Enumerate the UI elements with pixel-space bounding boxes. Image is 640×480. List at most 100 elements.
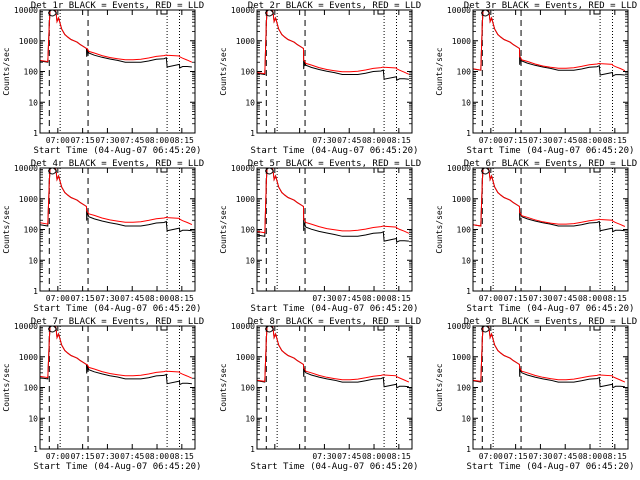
x-tick-label: 07:45: [120, 294, 144, 303]
chart-title: Det_8r BLACK = Events, RED = LLD: [248, 317, 421, 327]
y-tick-label: 10000: [231, 164, 255, 173]
x-tick-label: 07:45: [553, 294, 577, 303]
x-tick-label: 07:00: [46, 294, 70, 303]
x-axis-label: Start Time (04-Aug-07 06:45:20): [251, 462, 419, 472]
y-tick-label: 1: [250, 445, 255, 454]
x-tick-label: 07:00: [46, 136, 70, 145]
y-tick-label: 100: [241, 226, 256, 235]
x-tick-label: 08:00: [578, 452, 602, 461]
y-tick-label: 100: [24, 384, 39, 393]
y-tick-label: 10000: [14, 322, 38, 331]
x-tick-label: 08:15: [170, 452, 194, 461]
y-axis-label: Counts/sec: [219, 47, 228, 95]
plot-frame: [39, 9, 196, 134]
bracket-mark: [593, 168, 601, 173]
y-tick-label: 100: [24, 226, 39, 235]
x-tick-label: 07:15: [504, 136, 528, 145]
y-tick-label: 10000: [14, 164, 38, 173]
bracket-mark: [377, 326, 385, 331]
chart-title: Det_9r BLACK = Events, RED = LLD: [464, 317, 637, 327]
y-tick-label: 1000: [19, 195, 38, 204]
x-tick-label: 07:15: [71, 136, 95, 145]
x-axis-label: Start Time (04-Aug-07 06:45:20): [34, 146, 202, 156]
x-tick-label: 08:00: [145, 136, 169, 145]
chart-panel: Det_3r BLACK = Events, RED = LLD Counts/s…: [435, 1, 637, 156]
chart-panel: Det_5r BLACK = Events, RED = LLD Counts/s…: [219, 159, 421, 314]
plot-frame: [256, 325, 413, 450]
chart-title: Det_3r BLACK = Events, RED = LLD: [464, 1, 637, 11]
x-tick-label: 07:00: [479, 136, 503, 145]
saturation-mark: [264, 167, 275, 175]
x-tick-label: 07:00: [479, 452, 503, 461]
y-tick-label: 1: [466, 287, 471, 296]
x-tick-label: 08:15: [387, 452, 411, 461]
y-tick-label: 10: [461, 256, 471, 265]
x-tick-label: 08:15: [387, 136, 411, 145]
x-tick-label: 07:30: [528, 136, 552, 145]
saturation-mark: [480, 167, 491, 175]
bracket-mark: [160, 10, 168, 15]
lld-line: [257, 168, 410, 234]
bracket-mark: [160, 168, 168, 173]
y-tick-label: 1000: [19, 353, 38, 362]
y-axis-label: Counts/sec: [219, 363, 228, 411]
x-tick-label: 07:30: [95, 294, 119, 303]
x-tick-label: 07:30: [95, 136, 119, 145]
lld-line: [473, 10, 626, 72]
y-axis-label: Counts/sec: [435, 205, 444, 253]
y-tick-label: 1: [466, 129, 471, 138]
y-tick-label: 10: [245, 98, 255, 107]
y-tick-label: 10000: [447, 164, 471, 173]
x-tick-label: 07:45: [553, 452, 577, 461]
y-tick-label: 1: [33, 287, 38, 296]
x-tick-label: 07:00: [46, 452, 70, 461]
events-line: [40, 168, 192, 233]
plot-frame: [39, 325, 196, 450]
events-line: [473, 326, 625, 389]
x-tick-label: 07:45: [120, 136, 144, 145]
x-tick-label: 07:30: [95, 452, 119, 461]
chart-panel: Det_4r BLACK = Events, RED = LLD Counts/s…: [2, 159, 204, 314]
lld-line: [40, 10, 193, 63]
x-tick-label: 08:00: [145, 294, 169, 303]
x-tick-label: 08:15: [170, 294, 194, 303]
bracket-mark: [593, 10, 601, 15]
plot-frame: [472, 9, 629, 134]
x-tick-label: 07:15: [504, 452, 528, 461]
chart-panel: Det_7r BLACK = Events, RED = LLD Counts/s…: [2, 317, 204, 472]
y-tick-label: 1: [33, 445, 38, 454]
x-tick-label: 08:15: [387, 294, 411, 303]
x-tick-label: 08:00: [145, 452, 169, 461]
x-tick-label: 07:30: [312, 452, 336, 461]
x-tick-label: 08:00: [578, 294, 602, 303]
chart-title: Det_5r BLACK = Events, RED = LLD: [248, 159, 421, 169]
y-tick-label: 1000: [452, 353, 471, 362]
x-tick-label: 07:30: [528, 294, 552, 303]
y-tick-label: 100: [457, 384, 472, 393]
x-tick-label: 08:15: [170, 136, 194, 145]
y-tick-label: 10: [461, 414, 471, 423]
plot-frame: [472, 167, 629, 292]
y-tick-label: 100: [241, 384, 256, 393]
y-tick-label: 1: [466, 445, 471, 454]
chart-panel: Det_6r BLACK = Events, RED = LLD Counts/s…: [435, 159, 637, 314]
y-axis-label: Counts/sec: [435, 47, 444, 95]
y-tick-label: 1: [250, 129, 255, 138]
x-axis-label: Start Time (04-Aug-07 06:45:20): [251, 304, 419, 314]
saturation-mark: [264, 325, 275, 333]
chart-panel: Det_8r BLACK = Events, RED = LLD Counts/s…: [219, 317, 421, 472]
y-tick-label: 100: [24, 68, 39, 77]
x-tick-label: 08:00: [362, 452, 386, 461]
y-tick-label: 10000: [231, 322, 255, 331]
plot-frame: [39, 167, 196, 292]
x-tick-label: 08:15: [603, 294, 627, 303]
x-tick-label: 08:15: [603, 136, 627, 145]
chart-title: Det_2r BLACK = Events, RED = LLD: [248, 1, 421, 11]
events-line: [473, 168, 625, 233]
x-tick-label: 07:15: [504, 294, 528, 303]
x-tick-label: 07:45: [337, 452, 361, 461]
y-tick-label: 10: [461, 98, 471, 107]
chart-title: Det_1r BLACK = Events, RED = LLD: [31, 1, 204, 11]
saturation-mark: [47, 9, 58, 17]
x-tick-label: 07:15: [71, 452, 95, 461]
